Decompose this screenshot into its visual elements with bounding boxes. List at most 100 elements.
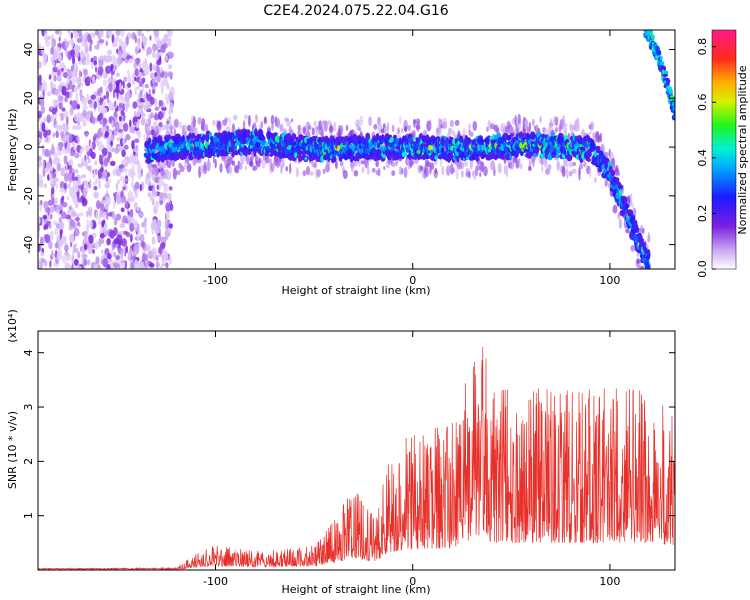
halo-blob <box>282 157 285 167</box>
noise-blob <box>137 170 142 179</box>
halo-blob <box>242 120 246 131</box>
halo-blob <box>168 125 174 131</box>
halo-blob <box>295 167 299 178</box>
noise-blob <box>115 182 119 192</box>
noise-blob <box>153 219 157 224</box>
noise-blob <box>99 140 102 147</box>
noise-blob <box>93 101 97 110</box>
halo-blob <box>460 161 465 170</box>
noise-blob <box>49 260 52 268</box>
noise-blob <box>84 59 91 66</box>
ridge-blob <box>365 132 371 141</box>
halo-blob <box>194 126 198 137</box>
noise-blob <box>87 259 91 266</box>
noise-blob <box>65 49 68 58</box>
halo-blob <box>244 165 247 170</box>
halo-blob <box>514 114 517 127</box>
ridge-blob <box>253 148 257 157</box>
noise-blob <box>89 165 93 173</box>
y-tick-label: 40 <box>22 43 35 57</box>
noise-blob <box>168 223 173 229</box>
halo-blob <box>368 116 372 126</box>
noise-blob <box>114 146 119 155</box>
noise-blob <box>93 168 96 179</box>
noise-blob <box>46 91 51 97</box>
halo-blob <box>583 161 587 168</box>
noise-blob <box>81 258 84 264</box>
noise-blob <box>137 30 142 37</box>
halo-blob <box>335 160 338 169</box>
noise-blob <box>161 85 164 95</box>
noise-blob <box>168 255 172 265</box>
halo-blob <box>391 170 396 177</box>
noise-blob <box>131 250 134 257</box>
noise-blob <box>45 207 48 213</box>
ridge-blob <box>428 145 434 151</box>
noise-blob <box>76 227 79 236</box>
noise-blob <box>59 181 65 190</box>
noise-blob <box>55 47 61 53</box>
halo-blob <box>155 125 159 136</box>
noise-blob <box>45 161 52 170</box>
halo-blob <box>270 114 275 125</box>
noise-blob <box>169 38 172 47</box>
noise-blob <box>60 67 64 72</box>
halo-blob <box>339 161 344 167</box>
x-tick-label: -100 <box>203 575 228 588</box>
noise-blob <box>58 95 64 101</box>
upper-ridge-blob <box>664 70 669 75</box>
noise-blob <box>158 100 164 107</box>
noise-blob <box>38 262 41 269</box>
noise-blob <box>136 162 142 173</box>
halo-blob <box>403 166 408 179</box>
noise-blob <box>127 251 131 262</box>
ridge-blob <box>647 249 651 256</box>
noise-blob <box>46 212 52 221</box>
noise-blob <box>48 223 52 229</box>
noise-blob <box>81 38 85 48</box>
noise-blob <box>38 137 42 143</box>
noise-blob <box>50 80 54 90</box>
noise-blob <box>47 206 50 216</box>
noise-blob <box>129 208 134 219</box>
noise-blob <box>133 244 140 254</box>
noise-blob <box>72 244 76 253</box>
noise-blob <box>139 233 145 243</box>
noise-blob <box>38 110 43 119</box>
upper-ridge-blob <box>643 21 648 26</box>
noise-blob <box>136 85 141 91</box>
noise-blob <box>73 45 79 53</box>
noise-blob <box>79 89 83 98</box>
noise-blob <box>151 64 156 71</box>
noise-blob <box>87 33 91 43</box>
noise-blob <box>145 254 149 262</box>
noise-blob <box>70 151 75 157</box>
halo-blob <box>497 162 502 174</box>
noise-blob <box>78 69 82 78</box>
noise-blob <box>127 69 130 78</box>
noise-blob <box>59 30 62 38</box>
noise-blob <box>64 40 70 49</box>
noise-blob <box>71 195 78 203</box>
noise-blob <box>50 177 54 185</box>
noise-blob <box>89 43 92 52</box>
colorbar-tick-label: 0.8 <box>696 38 709 56</box>
noise-blob <box>77 197 83 203</box>
noise-blob <box>69 100 73 105</box>
noise-blob <box>44 234 47 239</box>
halo-blob <box>214 158 217 169</box>
noise-blob <box>165 251 169 259</box>
noise-blob <box>61 195 65 201</box>
noise-blob <box>58 84 62 92</box>
noise-blob <box>93 191 99 199</box>
halo-blob <box>451 167 456 173</box>
noise-blob <box>110 134 115 142</box>
noise-blob <box>158 180 165 186</box>
noise-blob <box>87 165 90 171</box>
noise-blob <box>71 255 75 264</box>
noise-blob <box>108 30 113 37</box>
halo-blob <box>629 193 633 202</box>
noise-blob <box>70 49 76 57</box>
noise-blob <box>145 262 148 269</box>
noise-blob <box>50 213 53 220</box>
